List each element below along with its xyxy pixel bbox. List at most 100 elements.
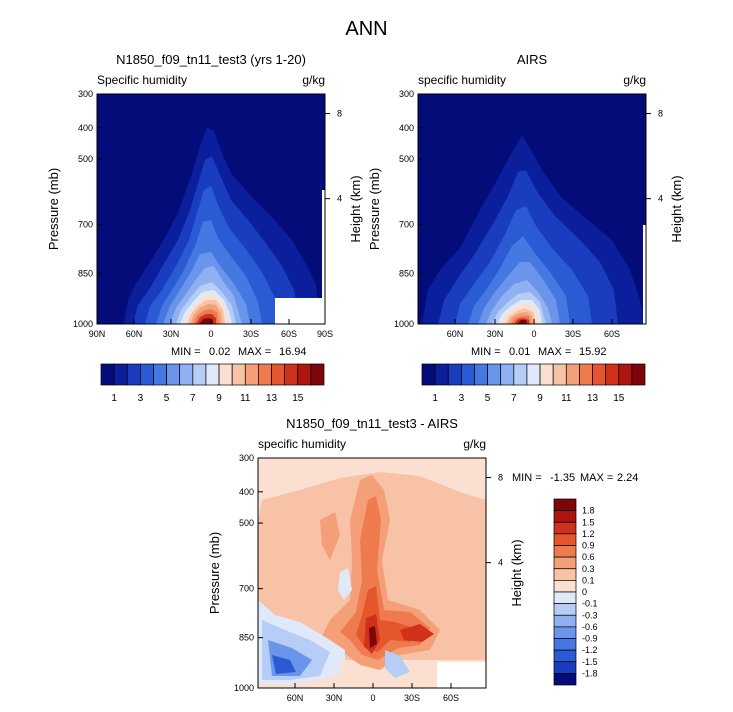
colorbar-swatch <box>166 363 181 386</box>
colorbar-label: 9 <box>537 393 543 404</box>
colorbar-swatch <box>579 363 593 386</box>
colorbar-label: 1.5 <box>582 517 595 527</box>
colorbar-swatch <box>618 363 633 386</box>
colorbar-label: -1.2 <box>582 645 598 655</box>
colorbar-label: 15 <box>613 393 625 404</box>
x-tick-label: 0 <box>531 329 536 339</box>
colorbar-label: 0.9 <box>582 541 595 551</box>
x-tick-label: 60S <box>443 693 459 703</box>
stats-difference-min-value: -1.35 <box>550 472 575 484</box>
colorbar-swatch <box>284 363 299 386</box>
colorbar-label: -0.9 <box>582 634 598 644</box>
x-tick-label: 0 <box>370 693 375 703</box>
panel-model-variable-label: Specific humidity <box>97 73 187 87</box>
x-tick-label: 30N <box>487 329 504 339</box>
panel-airs-units: g/kg <box>623 73 646 87</box>
colorbar-swatch <box>553 580 577 593</box>
panel-airs-variable-label: specific humidity <box>418 73 506 87</box>
panel-airs-axes: 300 400 500 700 850 1000 8 4 60N 30N 0 30S 60S Pressu… <box>367 89 684 339</box>
x-tick-label: 30S <box>404 693 420 703</box>
colorbar-label: 1.8 <box>582 506 595 516</box>
panel-difference-axes: 300 400 500 700 850 1000 8 4 60N 30N 0 30S 60S Pressu… <box>207 453 524 703</box>
colorbar-label: 15 <box>292 393 304 404</box>
colorbar-swatch <box>513 363 528 386</box>
colorbar-swatch <box>461 363 475 386</box>
colorbar-swatch <box>487 363 502 386</box>
colorbar-swatch <box>631 363 646 386</box>
colorbar-label: 3 <box>138 393 144 404</box>
y-tick-label: 300 <box>239 453 254 463</box>
x-tick-label: 60N <box>447 329 464 339</box>
panel-difference-variable-label: specific humidity <box>258 437 346 451</box>
colorbar-swatch <box>126 363 141 386</box>
colorbar-label: 7 <box>511 393 517 404</box>
y-tick-label: 500 <box>399 154 414 164</box>
colorbar-difference: 1.81.51.20.90.60.30.10-0.1-0.3-0.6-0.9-1… <box>553 498 598 686</box>
stats-airs: MIN = 0.01 MAX = 15.92 <box>471 346 607 358</box>
colorbar-swatch <box>553 521 577 535</box>
y-axis-label: Pressure (mb) <box>207 532 222 614</box>
x-tick-label: 60S <box>604 329 620 339</box>
stats-difference: MIN = -1.35 MAX = 2.24 <box>512 472 638 484</box>
colorbar-swatch <box>553 638 577 651</box>
colorbar-label: 0.3 <box>582 564 595 574</box>
y-right-tick-label: 4 <box>498 558 503 568</box>
stats-airs-max-value: 15.92 <box>579 346 607 358</box>
colorbar-swatch <box>500 363 515 386</box>
y-tick-label: 400 <box>239 487 254 497</box>
colorbar-swatch <box>474 363 488 386</box>
y-tick-label: 850 <box>239 633 254 643</box>
colorbar-label: 5 <box>164 393 170 404</box>
panel-difference-title: N1850_f09_tn11_test3 - AIRS <box>286 416 458 431</box>
y-tick-label: 500 <box>78 154 93 164</box>
stats-difference-min-label: MIN = <box>512 472 542 484</box>
y-tick-label: 700 <box>239 584 254 594</box>
stats-airs-max-label: MAX = <box>538 346 571 358</box>
colorbar-swatch <box>218 363 233 386</box>
y-tick-label: 400 <box>399 123 414 133</box>
colorbar-label: 0 <box>582 587 587 597</box>
stats-airs-min-label: MIN = <box>471 346 501 358</box>
panel-model-title: N1850_f09_tn11_test3 (yrs 1-20) <box>116 52 306 67</box>
colorbar-label: 0.1 <box>582 575 595 585</box>
stats-model-max-label: MAX = <box>238 346 271 358</box>
y-right-tick-label: 8 <box>337 109 342 119</box>
colorbar-swatch <box>553 533 577 546</box>
colorbar-label: 1 <box>111 393 117 404</box>
y-tick-label: 1000 <box>73 319 93 329</box>
x-tick-label: 90S <box>317 329 333 339</box>
colorbar-swatch <box>553 498 577 511</box>
colorbar-swatch <box>553 591 577 604</box>
colorbar-swatch <box>553 673 577 686</box>
colorbar-swatch <box>552 363 567 386</box>
stats-airs-min-value: 0.01 <box>509 346 530 358</box>
x-tick-label: 60S <box>281 329 297 339</box>
colorbar-swatch <box>434 363 449 386</box>
colorbar-swatch <box>553 545 577 558</box>
x-tick-label: 30N <box>326 693 343 703</box>
colorbar-airs: 1 3 5 7 9 11 13 15 <box>421 363 646 404</box>
y-tick-label: 300 <box>399 89 414 99</box>
x-tick-label: 60N <box>126 329 143 339</box>
colorbar-model: 1 3 5 7 9 11 13 15 <box>100 363 325 404</box>
y-tick-label: 300 <box>78 89 93 99</box>
y-right-tick-label: 4 <box>337 194 342 204</box>
colorbar-label: -1.5 <box>582 657 598 667</box>
colorbar-swatch <box>153 363 167 386</box>
colorbar-swatch <box>553 614 577 628</box>
colorbar-swatch <box>244 363 259 386</box>
panel-model-units: g/kg <box>302 73 325 87</box>
panel-airs: AIRS specific humidity g/kg 300 400 500 700… <box>367 52 684 339</box>
y-tick-label: 1000 <box>394 319 414 329</box>
x-tick-label: 30S <box>243 329 259 339</box>
colorbar-label: 5 <box>485 393 491 404</box>
y-right-tick-label: 4 <box>658 194 663 204</box>
colorbar-swatch <box>553 626 577 639</box>
colorbar-swatch <box>258 363 272 386</box>
y-tick-label: 500 <box>239 518 254 528</box>
colorbar-label: -1.8 <box>582 668 598 678</box>
colorbar-swatch <box>140 363 154 386</box>
y-right-axis-label: Height (km) <box>669 175 684 242</box>
colorbar-swatch <box>592 363 606 386</box>
